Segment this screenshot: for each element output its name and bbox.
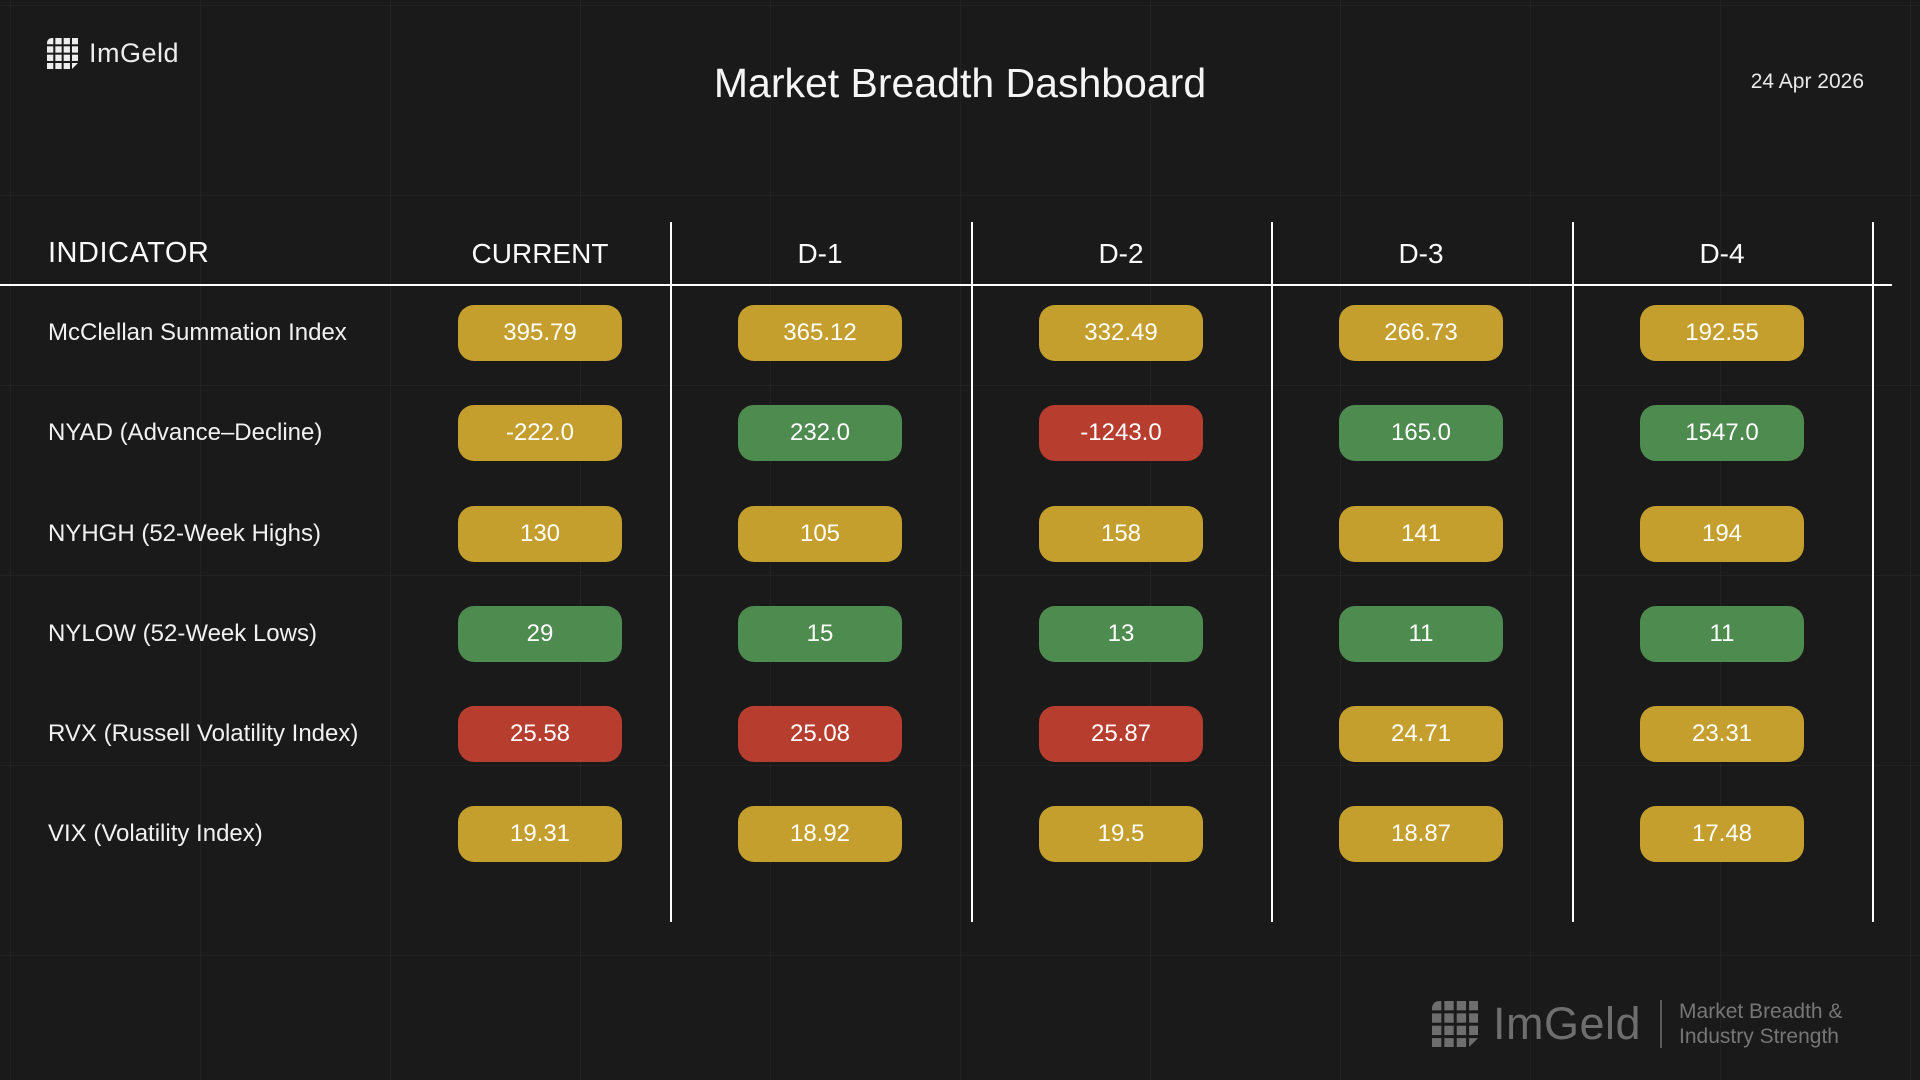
grid-logo-icon — [1432, 1001, 1478, 1047]
indicator-label: RVX (Russell Volatility Index) — [48, 720, 359, 747]
column-separator — [1271, 222, 1273, 922]
value-pill: 332.49 — [1039, 305, 1203, 361]
value-pill: 130 — [458, 506, 622, 562]
value-pill: 25.87 — [1039, 706, 1203, 762]
value-pill: -1243.0 — [1039, 405, 1203, 461]
value-pill: 192.55 — [1640, 305, 1804, 361]
indicator-label: McClellan Summation Index — [48, 319, 347, 346]
value-pill: 25.58 — [458, 706, 622, 762]
value-pill: 15 — [738, 606, 902, 662]
footer-divider — [1660, 1000, 1663, 1048]
value-pill: 17.48 — [1640, 806, 1804, 862]
value-pill: 19.5 — [1039, 806, 1203, 862]
indicator-label: NYLOW (52-Week Lows) — [48, 620, 317, 647]
column-separator — [971, 222, 973, 922]
value-pill: 266.73 — [1339, 305, 1503, 361]
value-pill: 105 — [738, 506, 902, 562]
indicator-label: VIX (Volatility Index) — [48, 820, 263, 847]
value-pill: 11 — [1640, 606, 1804, 662]
value-pill: 23.31 — [1640, 706, 1804, 762]
table-row: VIX (Volatility Index) 19.31 18.92 19.5 … — [0, 806, 1920, 862]
column-separator — [670, 222, 672, 922]
brand-logo: ImGeld — [47, 38, 179, 69]
column-header-d4: D-4 — [1699, 238, 1745, 269]
brand-name: ImGeld — [89, 38, 180, 68]
column-separator — [1872, 222, 1874, 922]
column-header-d3: D-3 — [1398, 238, 1444, 269]
value-pill: 1547.0 — [1640, 405, 1804, 461]
indicator-label: NYHGH (52-Week Highs) — [48, 520, 321, 547]
value-pill: 11 — [1339, 606, 1503, 662]
footer-tagline: Market Breadth & Industry Strength — [1679, 999, 1842, 1049]
column-separator — [1572, 222, 1574, 922]
grid-logo-icon — [47, 38, 78, 69]
value-pill: 395.79 — [458, 305, 622, 361]
footer-tagline-line2: Industry Strength — [1679, 1025, 1839, 1048]
value-pill: 13 — [1039, 606, 1203, 662]
table-row: RVX (Russell Volatility Index) 25.58 25.… — [0, 706, 1920, 762]
value-pill: 18.87 — [1339, 806, 1503, 862]
value-pill: 19.31 — [458, 806, 622, 862]
value-pill: 365.12 — [738, 305, 902, 361]
table-row: NYAD (Advance–Decline) -222.0 232.0 -124… — [0, 405, 1920, 461]
footer-brand: ImGeld Market Breadth & Industry Strengt… — [1432, 996, 1842, 1052]
footer-tagline-line1: Market Breadth & — [1679, 1000, 1843, 1023]
page-title: Market Breadth Dashboard — [713, 60, 1207, 106]
footer-brand-name: ImGeld — [1493, 998, 1642, 1049]
value-pill: 165.0 — [1339, 405, 1503, 461]
header-underline — [0, 284, 1892, 286]
value-pill: 25.08 — [738, 706, 902, 762]
table-row: NYHGH (52-Week Highs) 130 105 158 141 19… — [0, 506, 1920, 562]
value-pill: 24.71 — [1339, 706, 1503, 762]
table-row: NYLOW (52-Week Lows) 29 15 13 11 11 — [0, 606, 1920, 662]
value-pill: 18.92 — [738, 806, 902, 862]
column-header-d1: D-1 — [797, 238, 843, 269]
column-header-d2: D-2 — [1098, 238, 1144, 269]
indicator-label: NYAD (Advance–Decline) — [48, 419, 323, 446]
column-header-current: CURRENT — [471, 238, 609, 269]
value-pill: 194 — [1640, 506, 1804, 562]
column-header-indicator: INDICATOR — [48, 237, 210, 269]
value-pill: 232.0 — [738, 405, 902, 461]
value-pill: 158 — [1039, 506, 1203, 562]
value-pill: -222.0 — [458, 405, 622, 461]
value-pill: 141 — [1339, 506, 1503, 562]
table-row: McClellan Summation Index 395.79 365.12 … — [0, 305, 1920, 361]
value-pill: 29 — [458, 606, 622, 662]
report-date: 24 Apr 2026 — [1750, 70, 1864, 93]
